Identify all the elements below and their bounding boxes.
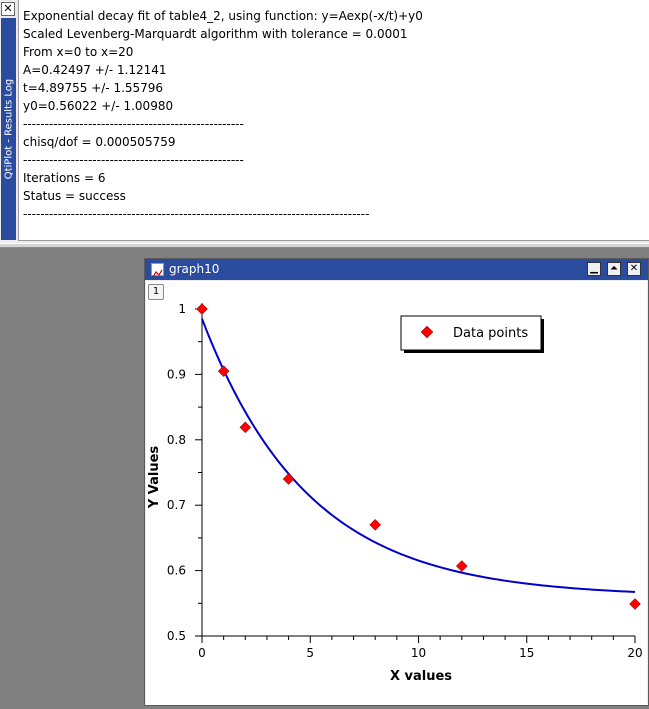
y-tick-label: 0.6 bbox=[167, 564, 186, 578]
legend-marker bbox=[420, 325, 434, 339]
y-tick-label: 0.7 bbox=[167, 498, 186, 512]
x-tick-label: 5 bbox=[306, 646, 314, 660]
log-line: A=0.42497 +/- 1.12141 bbox=[23, 63, 167, 77]
fit-curve bbox=[201, 318, 636, 593]
legend-label: Data points bbox=[453, 326, 528, 341]
chart-canvas[interactable]: 0 5 10 15 20 0.5 0.6 0.7 0.8 0.9 1 Data points X v… bbox=[146, 281, 647, 705]
log-line: t=4.89755 +/- 1.55796 bbox=[23, 81, 164, 95]
x-tick-label: 20 bbox=[627, 646, 642, 660]
data-point bbox=[369, 518, 382, 531]
close-icon[interactable]: ✕ bbox=[1, 2, 15, 16]
log-separator: ----------------------------------------… bbox=[23, 207, 370, 221]
dock-splitter[interactable] bbox=[0, 243, 649, 248]
x-tick-label: 10 bbox=[411, 646, 426, 660]
data-point bbox=[629, 598, 641, 610]
log-line: y0=0.56022 +/- 1.00980 bbox=[23, 99, 174, 113]
results-log-text-area[interactable]: Exponential decay fit of table4_2, using… bbox=[18, 0, 649, 241]
log-separator: ----------------------------------------… bbox=[23, 117, 244, 131]
log-line: Exponential decay fit of table4_2, using… bbox=[23, 9, 423, 23]
graph-icon bbox=[151, 263, 164, 278]
data-point bbox=[217, 365, 230, 377]
y-axis-label: Y Values bbox=[147, 446, 162, 510]
results-log-panel: ✕ QtiPlot - Results Log Exponential deca… bbox=[0, 0, 649, 243]
x-tick-label: 0 bbox=[198, 646, 206, 660]
log-separator: ----------------------------------------… bbox=[23, 153, 244, 167]
results-log-title: QtiPlot - Results Log bbox=[3, 78, 14, 180]
y-tick-label: 0.8 bbox=[167, 433, 186, 447]
legend[interactable]: Data points bbox=[400, 315, 544, 353]
log-line: Iterations = 6 bbox=[23, 171, 106, 185]
log-line: From x=0 to x=20 bbox=[23, 45, 134, 59]
layer-1-button[interactable]: 1 bbox=[148, 284, 164, 300]
log-line: chisq/dof = 0.000505759 bbox=[23, 135, 176, 149]
results-log-dock: ✕ QtiPlot - Results Log bbox=[0, 0, 17, 241]
data-point bbox=[196, 303, 208, 315]
data-point bbox=[282, 473, 295, 485]
graph-window[interactable]: graph10 ▁ ⏶ ✕ 0 5 10 15 20 0.5 0.6 0.7 0.8 0.9 1 D… bbox=[144, 258, 649, 706]
graph-window-title: graph10 bbox=[169, 262, 220, 276]
plot-area[interactable]: 0 5 10 15 20 0.5 0.6 0.7 0.8 0.9 1 Data points X v… bbox=[146, 281, 647, 705]
results-log-titlebar[interactable]: QtiPlot - Results Log bbox=[1, 18, 16, 240]
close-button[interactable]: ✕ bbox=[627, 262, 641, 276]
data-point bbox=[455, 560, 468, 572]
y-tick-label: 0.5 bbox=[167, 629, 186, 643]
maximize-button[interactable]: ⏶ bbox=[607, 262, 621, 276]
log-line: Status = success bbox=[23, 189, 126, 203]
x-tick-label: 15 bbox=[519, 646, 534, 660]
data-point bbox=[239, 421, 252, 434]
graph-window-titlebar[interactable]: graph10 ▁ ⏶ ✕ bbox=[145, 259, 648, 280]
y-tick-label: 0.9 bbox=[167, 367, 186, 381]
x-axis-label: X values bbox=[390, 669, 452, 684]
y-tick-label: 1 bbox=[178, 302, 186, 316]
log-line: Scaled Levenberg-Marquardt algorithm wit… bbox=[23, 27, 408, 41]
minimize-button[interactable]: ▁ bbox=[587, 262, 601, 276]
